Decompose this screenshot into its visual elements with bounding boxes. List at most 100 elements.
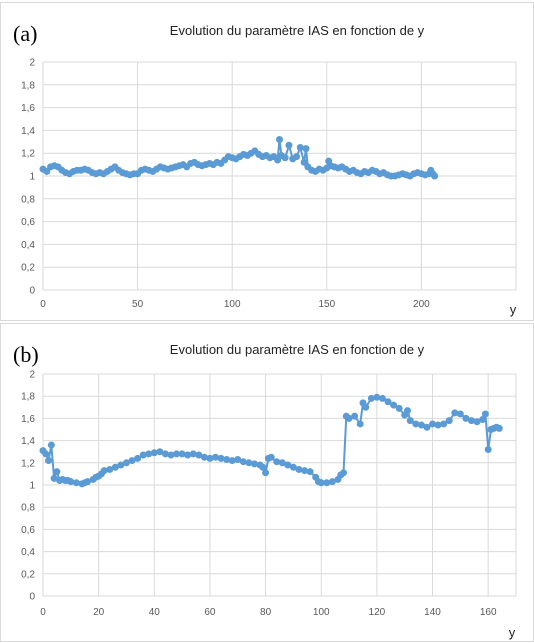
data-point [395,404,403,412]
chart-panel-a: (a) Evolution du paramètre IAS en foncti… [0,2,534,321]
data-point [412,420,420,428]
y-tick-label: 2 [29,370,35,381]
y-tick-label: 1 [29,481,35,492]
data-point [495,424,503,432]
data-point [217,454,225,462]
data-point [139,451,147,459]
data-point [302,145,310,153]
data-point [390,401,398,409]
y-tick-label: 0,2 [21,569,35,580]
data-point [239,458,247,466]
data-point [259,463,267,471]
data-point [479,416,487,424]
data-point [293,153,301,161]
data-point [167,451,175,459]
data-point [150,449,158,457]
x-tick-label: 150 [318,299,335,310]
data-point [373,393,381,401]
data-point [429,420,437,428]
data-point [285,141,293,149]
data-point [403,407,411,415]
data-point [184,451,192,459]
data-point [434,421,442,429]
data-point [456,410,464,418]
data-point [134,454,142,462]
chart-title-a: Evolution du paramètre IAS en fonction d… [169,23,425,38]
y-tick-label: 0,2 [21,263,35,274]
y-tick-label: 1,8 [21,80,35,91]
data-point [161,450,169,458]
y-tick-label: 0,4 [21,240,35,251]
y-tick-label: 0 [29,286,35,297]
plot-area-b: 00,20,40,60,811,21,41,61,820 20 40 60 80 100 1… [21,370,517,640]
data-point [356,420,364,428]
y-tick-label: 0,6 [21,217,35,228]
data-point [306,468,314,476]
data-point [100,467,108,475]
y-tick-label: 0,6 [21,525,35,536]
data-point [423,423,431,431]
y-tick-label: 2 [29,58,35,69]
y-tick-label: 1 [29,172,35,183]
data-point [274,156,282,164]
data-point [45,457,53,465]
x-tick-label: 40 [149,607,161,618]
y-tick-label: 1,2 [21,458,35,469]
data-point [245,459,253,467]
data-point [296,144,304,151]
x-tick-label: 140 [424,607,441,618]
data-point [276,136,283,144]
data-point [481,410,489,418]
y-tick-label: 1,6 [21,103,35,114]
data-point [47,441,55,449]
data-point [262,469,270,477]
chart-panel-b: (b) Evolution du paramètre IAS en foncti… [0,323,534,642]
data-point [228,457,236,465]
data-point [323,479,331,487]
data-point [42,450,50,458]
x-tick-label: 120 [369,607,386,618]
x-tick-label: 200 [413,299,430,310]
x-tick-label: 0 [40,607,46,618]
data-point [384,398,392,406]
x-axis-label: y [509,625,516,640]
data-point [273,458,281,466]
y-tick-label: 0,8 [21,503,35,514]
data-point [451,409,459,417]
y-tick-label: 0,4 [21,547,35,558]
data-point [484,445,492,453]
data-point [43,167,51,175]
data-point [445,417,453,425]
data-point [72,479,80,487]
data-point [200,453,208,461]
y-tick-label: 0 [29,592,35,603]
data-point [67,478,75,486]
x-tick-label: 0 [40,299,46,310]
data-point [406,417,414,425]
data-point [189,450,197,458]
data-point [467,417,475,425]
data-point [367,394,375,402]
y-tick-label: 1,4 [21,436,35,447]
data-point [281,154,289,162]
x-axis-label: y [510,302,517,317]
data-point [440,420,448,428]
chart-title-b: Evolution du paramètre IAS en fonction d… [169,342,425,357]
y-tick-label: 0,8 [21,194,35,205]
data-point [351,412,359,420]
x-tick-label: 20 [93,607,105,618]
y-tick-label: 1,8 [21,392,35,403]
y-tick-label: 1,2 [21,149,35,160]
x-tick-label: 80 [260,607,272,618]
panel-label-a: (a) [13,21,38,46]
data-point [431,172,439,180]
data-point [295,465,303,473]
x-tick-label: 100 [224,299,241,310]
y-tick-label: 1,4 [21,126,35,137]
x-tick-label: 160 [480,607,497,618]
panel-label-b: (b) [13,342,39,367]
data-point [223,455,231,463]
data-point [301,467,309,475]
data-point [145,450,153,458]
data-point [378,394,386,402]
